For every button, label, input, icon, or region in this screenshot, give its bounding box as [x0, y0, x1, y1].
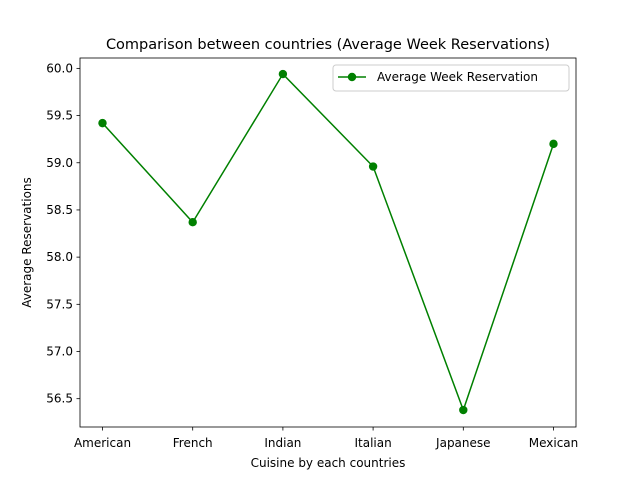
data-point-italian: [368, 162, 378, 171]
x-tick-label: American: [74, 436, 131, 450]
legend-box: [332, 64, 570, 92]
plot-frame: [79, 57, 577, 428]
y-tick-label: 58.0: [46, 250, 73, 264]
series-line: [101, 72, 555, 413]
x-tick-label: Japanese: [435, 436, 491, 450]
x-axis-label: Cuisine by each countries: [251, 456, 406, 470]
y-axis-label: Average Reservations: [20, 177, 34, 308]
data-point-indian: [278, 69, 288, 79]
data-point-american: [98, 118, 107, 128]
y-tick-label: 59.0: [46, 156, 73, 170]
x-tick-label: Italian: [354, 436, 391, 450]
y-tick-label: 60.0: [46, 61, 73, 75]
y-tick-label: 57.5: [46, 297, 73, 311]
y-tick-label: 58.5: [46, 203, 73, 217]
x-axis-ticks: American French Indian Italian Japanese Mexic…: [74, 427, 578, 450]
legend-label: Average Week Reservation: [377, 70, 538, 84]
y-tick-label: 59.5: [46, 109, 73, 123]
data-point-japanese: [459, 405, 468, 415]
y-axis-ticks: 56.5 57.0 57.5 58.0 58.5 59.0 59.5 60.0: [46, 61, 80, 406]
data-point-french: [188, 218, 197, 227]
legend-marker-swatch: [347, 72, 357, 82]
legend: Average Week Reservation: [332, 64, 570, 92]
x-tick-label: French: [173, 436, 213, 450]
x-tick-label: Indian: [264, 436, 301, 450]
series-markers: [98, 69, 558, 415]
x-tick-label: Mexican: [529, 436, 579, 450]
y-tick-label: 56.5: [46, 392, 73, 406]
chart-title: Comparison between countries (Average We…: [106, 37, 550, 53]
y-tick-label: 57.0: [46, 345, 73, 359]
plot-area: [80, 58, 576, 427]
data-point-mexican: [549, 139, 558, 149]
